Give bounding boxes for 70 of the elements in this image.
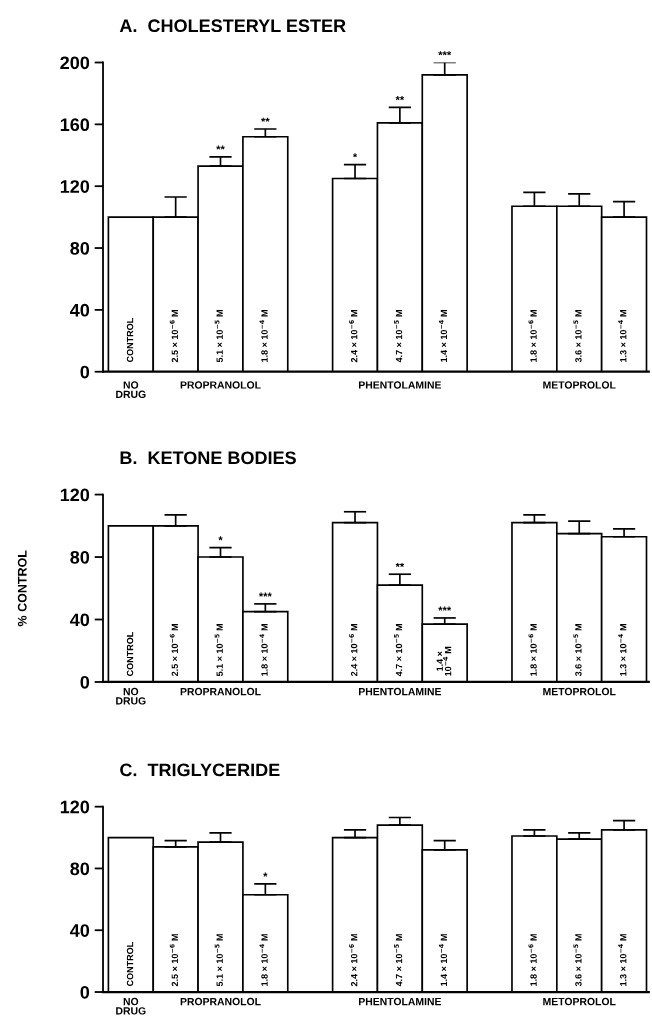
x-tick-label: 2.4 × 10$^{−6}$ M <box>349 934 358 987</box>
chart-title: B. KETONE BODIES <box>120 451 296 465</box>
x-tick-label: 3.6 × 10$^{−5}$ M <box>573 310 582 363</box>
text: METOPROLOL <box>543 687 616 696</box>
x-tick-label: 2.4 × 10$^{−6}$ M <box>349 624 358 677</box>
y-tick-label: 120 <box>60 488 90 502</box>
x-tick-label: 1.8 × 10$^{−4}$ M <box>259 624 268 676</box>
data-label: ** <box>216 145 225 150</box>
text: PROPRANOLOL <box>180 687 261 696</box>
text: METOPROLOL <box>543 997 616 1006</box>
x-tick-label: 1.8 × 10$^{−6}$ M <box>528 624 537 676</box>
x-tick-label: 1.8 × 10$^{−6}$ M <box>528 934 537 986</box>
y-tick-label: 40 <box>70 613 90 627</box>
y-tick-label: 0 <box>80 365 90 379</box>
x-tick-label: 2.4 × 10$^{−6}$ M <box>349 310 358 363</box>
x-tick-label: CONTROL <box>126 632 134 676</box>
x-tick-label: 1.4 × 10$^{−4}$ M <box>438 310 448 362</box>
y-tick-label: 120 <box>60 800 90 814</box>
y-axis-title: % CONTROL <box>17 550 27 627</box>
text: PROPRANOLOL <box>180 381 261 389</box>
data-label: ** <box>395 562 405 568</box>
y-tick-label: 200 <box>60 56 90 70</box>
text: METOPROLOL <box>543 381 616 389</box>
x-tick-label: 2.5 × 10$^{−6}$ M <box>169 934 179 987</box>
text: NO DRUG <box>116 997 146 1015</box>
x-tick-label: 1.3 × 10$^{−4}$ M <box>618 934 627 986</box>
x-tick-label: 5.1 × 10$^{−5}$ M <box>214 934 223 987</box>
x-tick-label: 4.7 × 10$^{−5}$ M <box>394 934 403 987</box>
y-tick-label: 120 <box>60 180 90 193</box>
x-tick-label: 2.5 × 10$^{−6}$ M <box>169 624 179 677</box>
text: PHENTOLAMINE <box>358 997 442 1006</box>
data-label: *** <box>438 606 452 611</box>
x-tick-label: 4.7 × 10$^{−5}$ M <box>394 624 403 677</box>
x-tick-label: 3.6 × 10$^{−5}$ M <box>573 934 582 987</box>
text: NO DRUG <box>116 687 146 705</box>
y-tick-label: 40 <box>70 924 90 937</box>
x-tick-label: 1.8 × 10$^{−6}$ M <box>528 310 537 362</box>
x-tick-label: 5.1 × 10$^{−5}$ M <box>214 624 223 677</box>
data-label: *** <box>258 592 272 597</box>
x-tick-label: CONTROL <box>126 318 134 363</box>
data-label: * <box>218 536 223 541</box>
data-label: *** <box>438 51 452 56</box>
y-tick-label: 80 <box>70 550 90 564</box>
x-tick-label: 1.4 × 10$^{−4}$ M <box>438 934 448 986</box>
x-tick-label: 3.6 × 10$^{−5}$ M <box>573 624 582 677</box>
x-tick-label: CONTROL <box>126 942 134 987</box>
y-tick-label: 0 <box>80 675 90 689</box>
text: PHENTOLAMINE <box>358 381 442 389</box>
text: PROPRANOLOL <box>180 997 261 1006</box>
x-tick-label: 1.8 × 10$^{−4}$ M <box>259 310 268 362</box>
y-tick-label: 160 <box>60 118 90 132</box>
chart-title: C. TRIGLYCERIDE <box>120 763 280 777</box>
data-label: ** <box>261 117 270 122</box>
y-tick-label: 0 <box>80 985 90 999</box>
x-tick-label: 1.3 × 10$^{−4}$ M <box>618 624 627 676</box>
x-tick-label: 1.8 × 10$^{−4}$ M <box>259 934 268 986</box>
x-tick-label: 2.5 × 10$^{−6}$ M <box>169 310 179 363</box>
chart-title: A. CHOLESTERYL ESTER <box>119 19 346 33</box>
data-label: * <box>263 872 268 877</box>
data-label: ** <box>395 96 405 101</box>
y-tick-label: 40 <box>70 303 90 317</box>
x-tick-label: 1.3 × 10$^{−4}$ M <box>618 310 627 362</box>
x-tick-label: 1.4 × 10$^{−4}$ M <box>436 646 452 676</box>
x-tick-label: 5.1 × 10$^{−5}$ M <box>214 310 223 363</box>
data-label: * <box>352 153 358 158</box>
text: PHENTOLAMINE <box>358 687 442 696</box>
y-tick-label: 80 <box>70 862 90 876</box>
x-tick-label: 4.7 × 10$^{−5}$ M <box>394 310 403 363</box>
y-tick-label: 80 <box>70 241 90 255</box>
text: NO DRUG <box>116 381 146 398</box>
